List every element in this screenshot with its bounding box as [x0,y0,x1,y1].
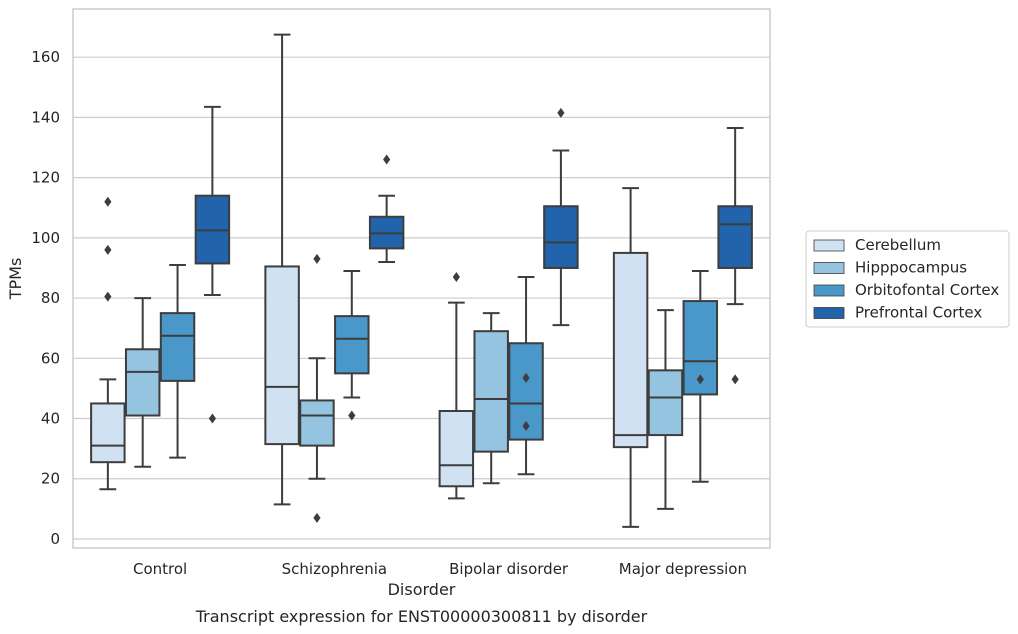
y-axis-label: TPMs [6,258,25,301]
outlier-point [557,107,565,118]
box-body [264,265,300,446]
box-plots [90,33,753,528]
box-hipppocampus [299,253,335,523]
chart-caption: Transcript expression for ENST0000030081… [195,607,648,626]
x-tick-label: Bipolar disorder [449,560,569,578]
y-tick-label: 80 [41,289,60,307]
outlier-point [313,253,321,264]
y-tick-label: 0 [50,530,60,548]
y-tick-label: 100 [31,229,60,247]
box-prefrontal-cortex [543,107,579,327]
y-axis-ticks: 0 20 40 60 80 100 120 140 160 [31,48,60,548]
legend: Cerebellum Hipppocampus Orbitofontal Corte… [805,230,1010,328]
legend-frame [805,230,1010,328]
box-body [299,399,335,447]
legend-label: Orbitofontal Cortex [855,281,999,299]
legend-label: Prefrontal Cortex [855,304,982,322]
legend-swatch [813,262,845,274]
box-body [612,251,649,449]
y-tick-label: 40 [41,410,60,428]
x-tick-label: Schizophrenia [282,560,387,578]
box-hipppocampus [473,312,509,485]
outlier-point [348,410,356,421]
outlier-point [313,512,321,523]
outlier-point [104,196,112,207]
box-hipppocampus [647,309,684,510]
outlier-point [731,374,739,385]
x-axis-ticks: Control Schizophrenia Bipolar disorder Majo… [133,560,747,578]
outlier-point [383,154,391,165]
box-cerebellum [438,271,475,500]
outlier-point [522,372,530,383]
box-body [334,315,370,375]
legend-label: Hipppocampus [855,259,967,277]
y-tick-label: 120 [31,169,60,187]
outlier-point [452,271,460,282]
box-cerebellum [264,33,300,506]
x-tick-label: Control [133,560,187,578]
outlier-point [208,413,216,424]
outlier-point [104,244,112,255]
box-orbitofontal-cortex [508,275,544,476]
box-orbitofontal-cortex [159,263,196,459]
box-body [717,205,753,269]
box-orbitofontal-cortex [334,269,370,421]
box-body [543,205,579,269]
y-tick-label: 60 [41,349,60,367]
y-tick-label: 160 [31,48,60,66]
legend-swatch [813,284,845,297]
plot-frame [72,8,771,549]
x-tick-label: Major depression [619,560,747,578]
box-cerebellum [90,196,126,491]
box-cerebellum [612,187,649,528]
y-tick-label: 140 [31,108,60,126]
box-body [90,402,126,464]
box-prefrontal-cortex [368,154,405,263]
outlier-point [522,421,530,432]
x-axis-label: Disorder [388,580,456,599]
y-tick-label: 20 [41,470,60,488]
box-hipppocampus [124,297,161,468]
outlier-point [696,374,704,385]
legend-label: Cerebellum [855,236,941,254]
outlier-point [104,291,112,302]
legend-swatch [813,239,845,252]
box-body [124,348,161,417]
box-prefrontal-cortex [194,105,231,424]
box-orbitofontal-cortex [682,269,719,483]
box-body [438,409,475,488]
box-body [159,312,196,382]
box-body [647,369,684,437]
box-prefrontal-cortex [717,126,753,385]
box-body [473,330,509,453]
legend-swatch [813,307,845,319]
